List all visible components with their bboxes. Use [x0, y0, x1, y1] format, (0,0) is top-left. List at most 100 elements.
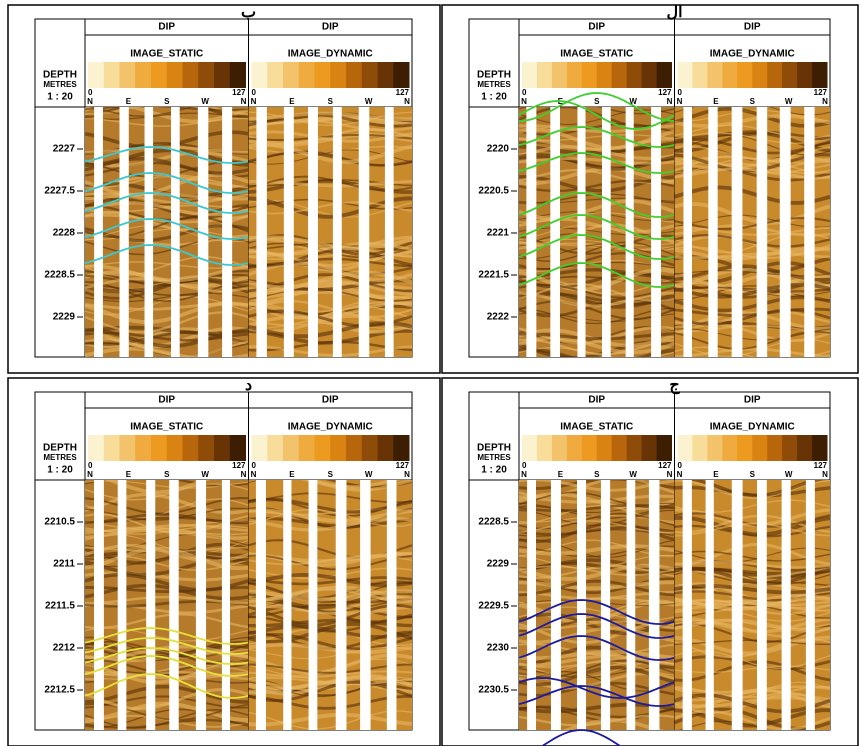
pad-gap: [384, 107, 394, 357]
scale-max: 127: [658, 461, 672, 470]
image-texture: [674, 709, 830, 730]
panel-label: د: [245, 377, 252, 394]
image-texture: [248, 113, 412, 128]
azimuth-label: S: [328, 470, 334, 479]
image-texture: [519, 520, 675, 534]
color-swatch: [737, 435, 753, 461]
image-texture: [85, 603, 249, 615]
image-texture: [519, 620, 675, 631]
image-texture: [248, 516, 412, 529]
color-swatch: [611, 435, 628, 461]
panel-label: ج: [669, 377, 680, 395]
panel-label: ب: [241, 4, 256, 21]
azimuth-label: N: [251, 470, 257, 479]
color-swatch: [377, 62, 394, 88]
color-swatch: [166, 62, 183, 88]
pad-gap: [358, 107, 370, 357]
image-texture: [674, 665, 830, 674]
image-texture: [248, 554, 412, 571]
color-swatch: [88, 435, 105, 461]
color-swatch: [677, 435, 693, 461]
image-texture: [248, 585, 412, 602]
pad-gap: [781, 480, 791, 730]
image-texture: [248, 663, 412, 674]
dip-sinusoid: [84, 192, 249, 214]
scale-max: 127: [396, 461, 410, 470]
track-title: IMAGE_DYNAMIC: [288, 49, 373, 60]
color-swatch: [722, 62, 738, 88]
image-texture: [85, 684, 249, 704]
dip-sinusoid: [84, 655, 249, 677]
image-texture: [519, 336, 675, 355]
image-texture: [519, 243, 675, 260]
azimuth-label: N: [404, 470, 410, 479]
color-swatch: [267, 62, 284, 88]
track-title: IMAGE_STATIC: [130, 49, 203, 60]
dip-sinusoid: [84, 627, 249, 645]
image-texture: [674, 639, 830, 646]
image-texture: [85, 311, 249, 334]
image-texture: [248, 199, 412, 218]
dip-sinusoid: [84, 146, 249, 164]
color-swatch: [151, 435, 168, 461]
image-texture: [519, 579, 675, 597]
pad-gap: [708, 107, 718, 357]
pad-gap: [335, 480, 347, 730]
dip-label: DIP: [158, 22, 175, 33]
image-texture: [85, 708, 249, 728]
color-swatch: [656, 62, 672, 88]
azimuth-label: S: [164, 470, 170, 479]
pad-gap: [283, 480, 292, 730]
image-texture: [85, 281, 249, 303]
azimuth-label: E: [713, 97, 719, 106]
image-texture: [674, 693, 830, 714]
image-texture: [85, 346, 249, 357]
panel-frame: [7, 4, 441, 374]
image-texture: [248, 516, 412, 532]
image-texture: [519, 526, 675, 536]
color-swatch: [752, 62, 768, 88]
pad-gap: [386, 480, 397, 730]
image-texture: [519, 241, 675, 263]
image-texture: [248, 315, 412, 334]
image-texture: [674, 328, 830, 341]
color-swatch: [566, 62, 583, 88]
color-swatch: [596, 435, 613, 461]
depth-units: METRES: [477, 453, 511, 462]
image-texture: [519, 714, 675, 727]
azimuth-label: E: [126, 470, 132, 479]
color-swatch: [656, 435, 672, 461]
image-texture: [248, 279, 412, 296]
depth-tick-label: 2229.5: [478, 601, 509, 612]
image-texture: [519, 347, 675, 357]
scale-min: 0: [522, 461, 527, 470]
azimuth-label: E: [289, 97, 295, 106]
image-texture: [519, 626, 675, 644]
image-texture: [685, 480, 827, 498]
panel-frame: [441, 4, 859, 374]
pad-gap: [94, 107, 103, 357]
color-swatch: [522, 435, 538, 461]
depth-tick-label: 2212: [53, 643, 76, 654]
pad-gap: [256, 107, 267, 357]
image-texture: [85, 117, 249, 127]
pad-gap: [550, 107, 561, 357]
color-swatch: [361, 435, 378, 461]
image-texture: [85, 483, 249, 501]
depth-scale: 1 : 20: [47, 465, 73, 476]
color-swatch: [182, 435, 199, 461]
image-texture: [248, 604, 412, 616]
image-texture: [85, 256, 249, 277]
image-texture: [519, 491, 675, 509]
color-swatch: [551, 435, 568, 461]
image-texture: [674, 604, 830, 619]
depth-header: DEPTH: [477, 70, 511, 81]
depth-tick-label: 2228.5: [478, 517, 509, 528]
color-swatch: [677, 62, 693, 88]
depth-tick-label: 2212.5: [44, 685, 75, 696]
color-swatch: [536, 435, 553, 461]
image-texture: [85, 571, 249, 582]
dip-sinusoid: [540, 729, 622, 746]
image-texture: [85, 523, 249, 533]
pad-gap: [682, 480, 692, 730]
